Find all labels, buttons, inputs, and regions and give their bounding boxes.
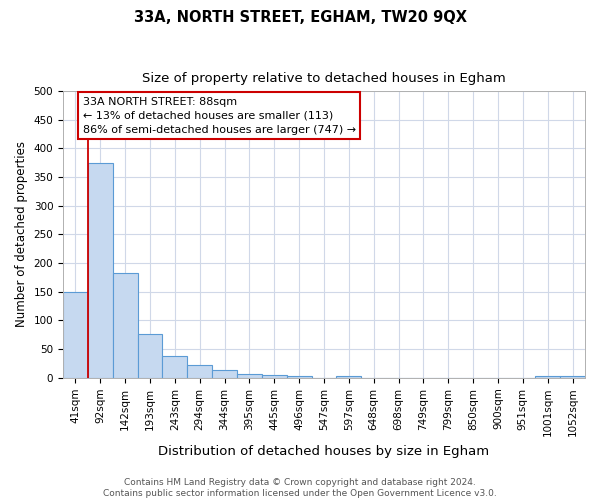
Bar: [337, 376, 361, 378]
Y-axis label: Number of detached properties: Number of detached properties: [15, 142, 28, 328]
Bar: [88, 162, 113, 378]
Bar: [163, 356, 187, 378]
Bar: [212, 370, 237, 378]
Bar: [63, 292, 88, 378]
Bar: [560, 376, 585, 378]
Bar: [113, 273, 137, 378]
Text: 33A, NORTH STREET, EGHAM, TW20 9QX: 33A, NORTH STREET, EGHAM, TW20 9QX: [133, 10, 467, 25]
Bar: [287, 376, 311, 378]
Bar: [187, 364, 212, 378]
Text: 33A NORTH STREET: 88sqm
← 13% of detached houses are smaller (113)
86% of semi-d: 33A NORTH STREET: 88sqm ← 13% of detache…: [83, 96, 356, 134]
Bar: [262, 375, 287, 378]
Bar: [137, 334, 163, 378]
Bar: [535, 376, 560, 378]
Title: Size of property relative to detached houses in Egham: Size of property relative to detached ho…: [142, 72, 506, 86]
Text: Contains HM Land Registry data © Crown copyright and database right 2024.
Contai: Contains HM Land Registry data © Crown c…: [103, 478, 497, 498]
Bar: [237, 374, 262, 378]
X-axis label: Distribution of detached houses by size in Egham: Distribution of detached houses by size …: [158, 444, 490, 458]
